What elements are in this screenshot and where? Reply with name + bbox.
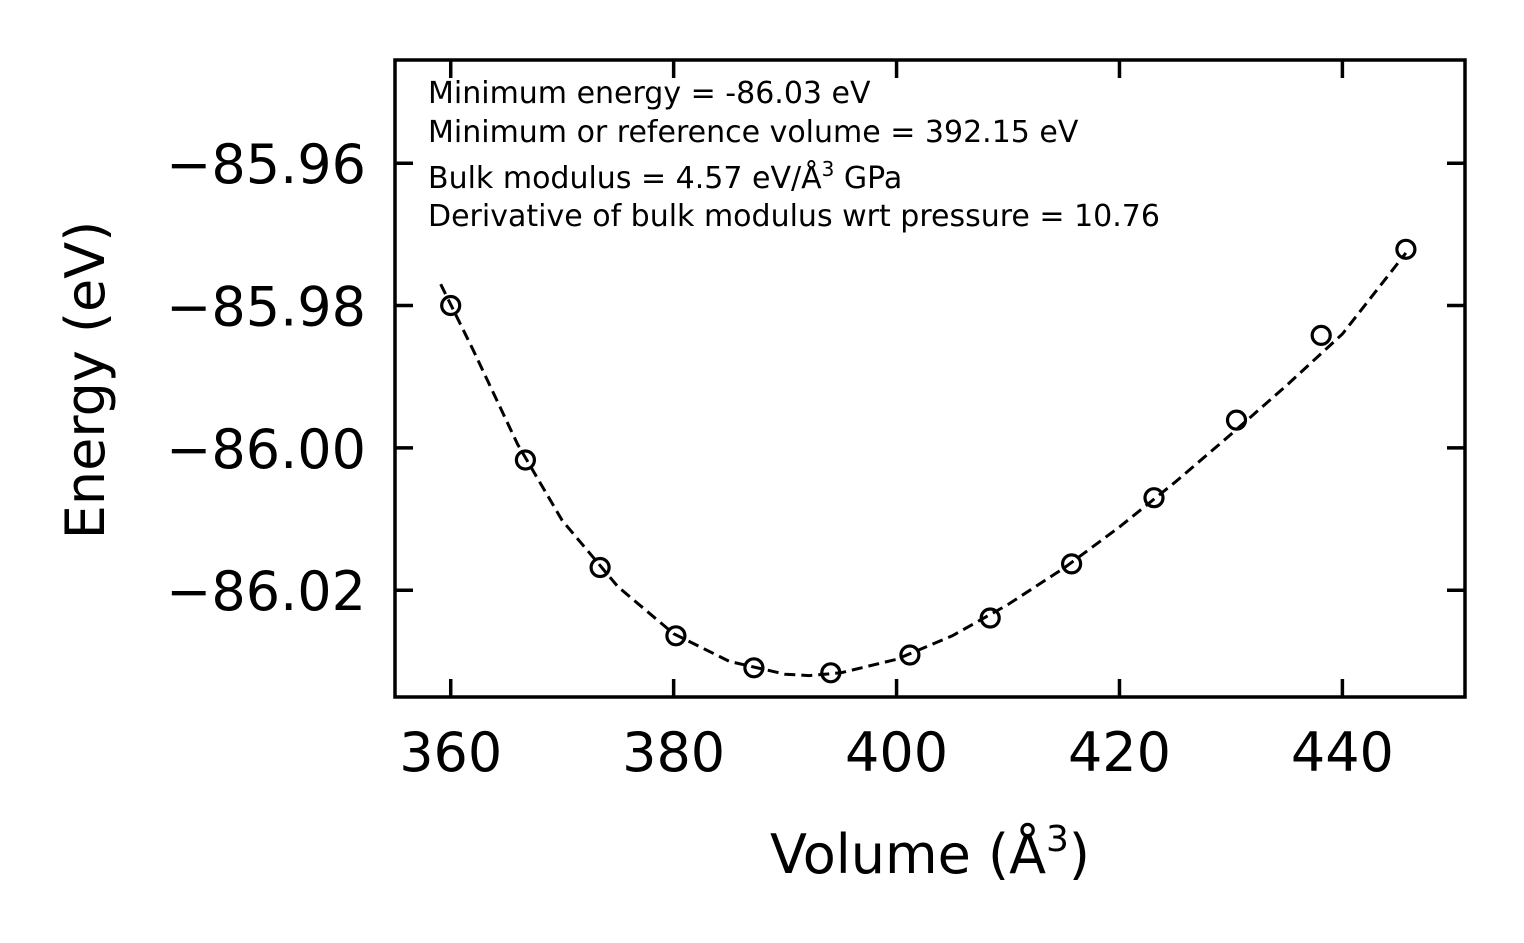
plot-frame — [393, 58, 1467, 699]
data-point — [665, 625, 687, 647]
data-point — [440, 294, 462, 317]
x-tick-label: 360 — [399, 721, 502, 784]
annotations: Minimum energy = -86.03 eV Minimum or re… — [428, 76, 1160, 234]
annotation-min-energy: Minimum energy = -86.03 eV — [428, 76, 871, 111]
data-point — [1395, 238, 1417, 260]
x-tick-label: 400 — [845, 721, 948, 784]
data-point — [743, 657, 765, 679]
annotation-bulk-modulus: Bulk modulus = 4.57 eV/Å3 GPa — [428, 157, 902, 196]
y-tick-label: −86.02 — [166, 560, 366, 623]
x-tick-label: 380 — [622, 721, 725, 784]
data-point — [1225, 409, 1248, 431]
fit-curve — [439, 251, 1408, 678]
data-point — [514, 449, 537, 471]
x-tick-label: 440 — [1291, 721, 1394, 784]
annotation-bulk-modulus-main: Bulk modulus = 4.57 eV/Å — [428, 160, 822, 196]
y-tick-label: −85.96 — [166, 133, 366, 196]
data-point — [589, 556, 611, 579]
annotation-bulk-modulus-suffix: GPa — [834, 161, 902, 196]
data-point — [1060, 553, 1083, 575]
x-axis-label: Volume (Å3) — [770, 819, 1090, 886]
data-point — [979, 607, 1001, 629]
data-point — [1143, 487, 1165, 509]
annotation-bulk-modulus-sup: 3 — [822, 157, 835, 181]
data-point — [820, 662, 842, 684]
plot-area — [395, 60, 1465, 697]
annotation-bulk-derivative: Derivative of bulk modulus wrt pressure … — [428, 199, 1160, 234]
x-axis-label-suffix: ) — [1069, 823, 1090, 886]
x-axis-label-sup: 3 — [1046, 819, 1069, 860]
x-axis-label-main: Volume (Å — [770, 822, 1046, 886]
annotation-ref-volume: Minimum or reference volume = 392.15 eV — [428, 115, 1079, 150]
y-tick-label: −86.00 — [166, 418, 366, 481]
data-point — [899, 644, 921, 666]
data-point — [1310, 324, 1332, 346]
x-tick-label: 420 — [1068, 721, 1171, 784]
y-axis-label: Energy (eV) — [54, 221, 117, 540]
y-tick-label: −85.98 — [166, 276, 366, 339]
